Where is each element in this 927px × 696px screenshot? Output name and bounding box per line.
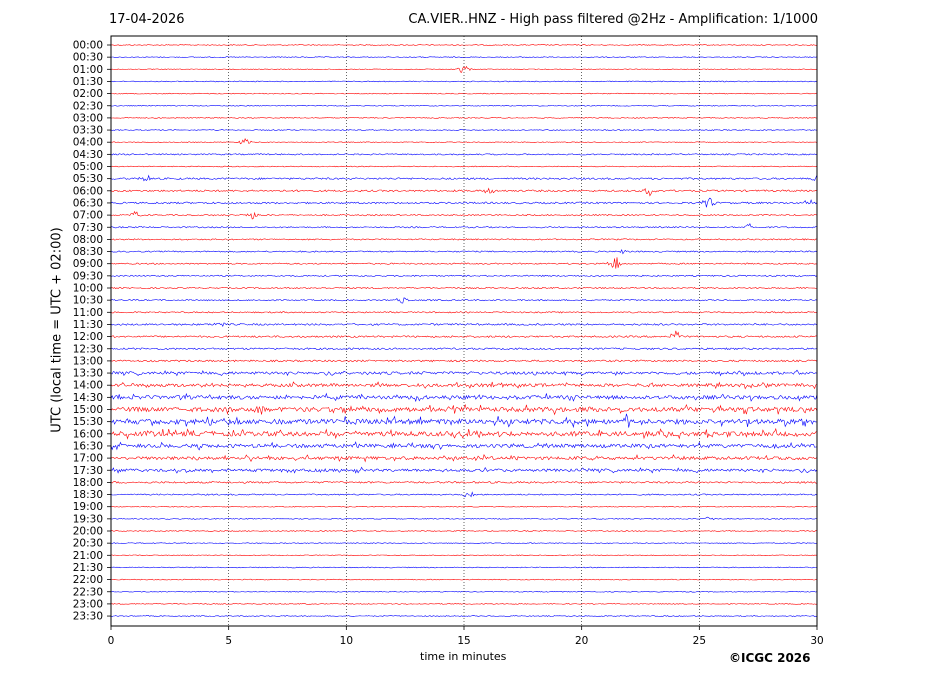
trace-0630 (110, 197, 818, 208)
trace-0530 (110, 174, 818, 182)
y-tick-label: 00:30 (73, 52, 103, 64)
x-tick-label: 15 (457, 635, 470, 647)
y-tick-label: 06:00 (73, 185, 103, 197)
y-tick-label: 02:00 (73, 88, 103, 100)
y-tick-label: 10:30 (73, 295, 103, 307)
y-tick-label: 11:30 (73, 319, 103, 331)
y-tick-label: 22:30 (73, 586, 103, 598)
y-tick-label: 12:30 (73, 343, 103, 355)
y-tick-label: 18:30 (73, 489, 103, 501)
trace-0430 (110, 153, 818, 156)
x-tick-group: 0 5 10 15 20 25 30 (108, 626, 824, 647)
y-tick-label: 20:30 (73, 538, 103, 550)
trace-0330 (110, 129, 818, 131)
chart-title: CA.VIER..HNZ - High pass filtered @2Hz -… (408, 12, 818, 27)
x-tick-label: 30 (810, 635, 823, 647)
y-tick-label: 17:00 (73, 453, 103, 465)
y-tick-label: 02:30 (73, 100, 103, 112)
y-axis-label: UTC (local time = UTC + 02:00) (49, 227, 65, 433)
y-tick-label: 21:00 (73, 550, 103, 562)
y-tick-label: 16:00 (73, 428, 103, 440)
y-tick-label: 08:30 (73, 246, 103, 258)
x-tick-label: 0 (108, 635, 115, 647)
trace-1800 (110, 481, 817, 484)
trace-1900 (111, 505, 818, 508)
y-tick-label: 01:00 (73, 64, 103, 76)
x-axis-label: time in minutes (420, 650, 507, 663)
y-tick-label: 15:30 (73, 416, 103, 428)
y-tick-label: 04:30 (73, 149, 103, 161)
trace-0830 (110, 248, 818, 255)
y-tick-label: 21:30 (73, 562, 103, 574)
y-tick-label: 17:30 (73, 465, 103, 477)
trace-0730 (110, 222, 817, 229)
y-tick-label: 15:00 (73, 404, 103, 416)
trace-0600 (110, 187, 818, 197)
y-tick-label: 09:30 (73, 270, 103, 282)
y-tick-label: 09:00 (73, 258, 103, 270)
y-tick-label: 04:00 (73, 137, 103, 149)
y-tick-label: 23:00 (73, 598, 103, 610)
y-tick-label: 05:30 (73, 173, 103, 185)
y-tick-group: 00:0000:3001:0001:3002:0002:3003:0003:30… (73, 40, 111, 623)
y-tick-label: 14:00 (73, 380, 103, 392)
x-tick-label: 25 (693, 635, 706, 647)
y-tick-label: 06:30 (73, 197, 103, 209)
trace-1330 (110, 369, 818, 377)
y-tick-label: 00:00 (73, 40, 103, 52)
trace-1500 (110, 403, 818, 416)
y-tick-label: 07:30 (73, 222, 103, 234)
date-label: 17-04-2026 (109, 12, 185, 27)
y-tick-label: 19:00 (73, 501, 103, 513)
trace-0900 (110, 257, 818, 269)
y-tick-label: 03:00 (73, 112, 103, 124)
y-tick-label: 14:30 (73, 392, 103, 404)
y-tick-label: 23:30 (73, 611, 103, 623)
y-tick-label: 12:00 (73, 331, 103, 343)
y-tick-label: 01:30 (73, 76, 103, 88)
trace-1630 (110, 441, 818, 451)
y-tick-label: 13:30 (73, 368, 103, 380)
y-tick-label: 16:30 (73, 440, 103, 452)
y-tick-label: 20:00 (73, 526, 103, 538)
trace-0500 (110, 165, 818, 168)
copyright-label: ©ICGC 2026 (729, 651, 811, 665)
y-tick-label: 03:30 (73, 125, 103, 137)
trace-0400 (110, 138, 818, 145)
y-tick-label: 11:00 (73, 307, 103, 319)
y-tick-label: 18:00 (73, 477, 103, 489)
y-tick-label: 07:00 (73, 210, 103, 222)
plot-frame (110, 35, 818, 627)
y-tick-label: 10:00 (73, 283, 103, 295)
x-tick-label: 20 (575, 635, 588, 647)
grid-group (228, 36, 700, 626)
y-tick-label: 13:00 (73, 355, 103, 367)
y-tick-label: 19:30 (73, 513, 103, 525)
trace-0700 (110, 210, 818, 220)
x-tick-label: 5 (225, 635, 232, 647)
y-tick-label: 22:00 (73, 574, 103, 586)
y-tick-label: 05:00 (73, 161, 103, 173)
trace-0800 (110, 238, 818, 241)
x-tick-label: 10 (340, 635, 353, 647)
trace-1700 (110, 454, 818, 463)
trace-1600 (110, 427, 818, 440)
y-tick-label: 08:00 (73, 234, 103, 246)
